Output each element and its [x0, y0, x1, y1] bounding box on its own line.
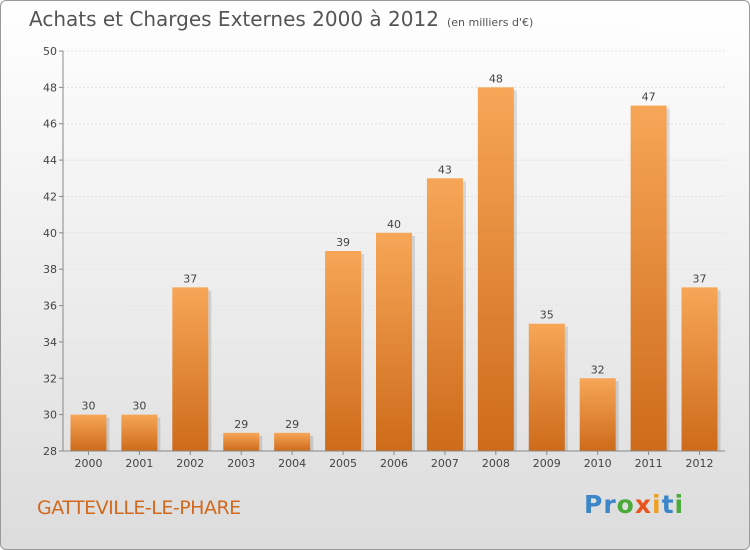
data-label: 30 [81, 400, 95, 413]
x-tick-label: 2001 [125, 457, 153, 470]
y-tick-label: 46 [43, 118, 57, 131]
chart-subtitle: (en milliers d'€) [446, 16, 534, 29]
x-tick-label: 2005 [329, 457, 357, 470]
bar-2002[interactable] [172, 287, 209, 451]
y-tick-label: 30 [43, 409, 57, 422]
y-tick-label: 48 [43, 81, 57, 94]
data-label: 40 [387, 218, 401, 231]
y-tick-label: 40 [43, 227, 57, 240]
proxiti-logo[interactable]: Proxiti [584, 490, 684, 519]
logo-letter: P [584, 490, 604, 519]
logo-letter: r [603, 490, 617, 519]
x-tick-label: 2012 [686, 457, 714, 470]
bar-2000[interactable] [70, 414, 107, 451]
y-tick-label: 42 [43, 190, 57, 203]
data-label: 35 [540, 309, 554, 322]
x-tick-label: 2006 [380, 457, 408, 470]
data-label: 37 [693, 272, 707, 285]
bar-2011[interactable] [630, 105, 667, 451]
data-label: 29 [285, 418, 299, 431]
data-label: 32 [591, 363, 605, 376]
bar-2012[interactable] [681, 287, 718, 451]
y-tick-label: 50 [43, 45, 57, 58]
bars [70, 87, 721, 452]
logo-letter: i [674, 490, 685, 519]
chart-title: Achats et Charges Externes 2000 à 2012 (e… [29, 7, 533, 31]
y-tick-label: 28 [43, 445, 57, 458]
x-tick-label: 2009 [533, 457, 561, 470]
logo-letter: o [616, 490, 635, 519]
data-label: 30 [132, 400, 146, 413]
data-label: 47 [642, 91, 656, 104]
title-text: Achats et Charges Externes 2000 à 2012 [29, 7, 439, 31]
bar-2001[interactable] [121, 414, 158, 451]
y-tick-label: 38 [43, 263, 57, 276]
x-tick-label: 2008 [482, 457, 510, 470]
logo-letter: t [661, 490, 675, 519]
data-labels: 30 30 37 29 29 39 40 43 48 35 32 47 37 [81, 72, 706, 430]
bar-2009[interactable] [528, 323, 565, 451]
y-tick-label: 32 [43, 372, 57, 385]
x-axis: 2000 2001 2002 2003 2004 2005 2006 2007 2008 2009… [63, 450, 725, 470]
bar-2008[interactable] [477, 87, 514, 451]
bar-2010[interactable] [579, 378, 616, 451]
data-label: 43 [438, 163, 452, 176]
x-tick-label: 2002 [176, 457, 204, 470]
commune-name: GATTEVILLE-LE-PHARE [37, 497, 241, 519]
y-tick-label: 34 [43, 336, 57, 349]
bar-2005[interactable] [325, 251, 362, 451]
logo-letter: i [652, 490, 662, 519]
data-label: 48 [489, 72, 503, 85]
bar-2004[interactable] [274, 432, 311, 451]
x-tick-label: 2004 [278, 457, 306, 470]
x-tick-label: 2000 [74, 457, 102, 470]
y-tick-label: 44 [43, 154, 57, 167]
data-label: 29 [234, 418, 248, 431]
x-tick-label: 2011 [635, 457, 663, 470]
y-tick-label: 36 [43, 300, 57, 313]
logo-letter: x [634, 490, 652, 519]
x-tick-label: 2010 [584, 457, 612, 470]
bar-2003[interactable] [223, 432, 260, 451]
bar-2007[interactable] [426, 178, 463, 452]
bar-2006[interactable] [376, 232, 412, 451]
data-label: 37 [183, 272, 197, 285]
x-tick-label: 2007 [431, 457, 459, 470]
x-tick-label: 2003 [227, 457, 255, 470]
data-label: 39 [336, 236, 350, 249]
y-axis: 28 30 32 34 36 38 40 42 44 46 48 50 [43, 45, 64, 458]
